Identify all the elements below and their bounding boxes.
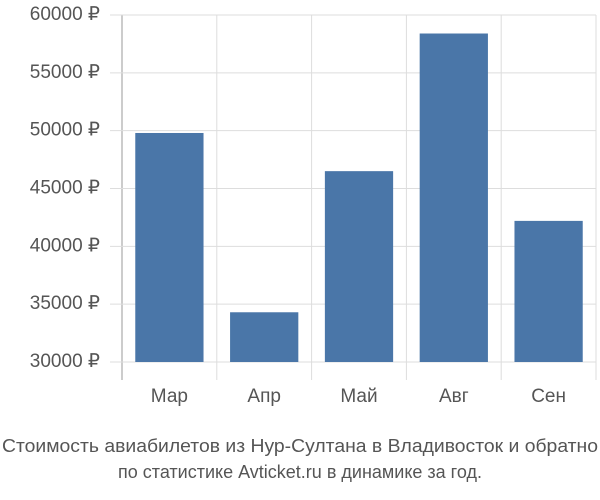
bar <box>324 171 394 362</box>
x-tick-label: Авг <box>439 386 469 407</box>
chart-title: Стоимость авиабилетов из Нур-Султана в В… <box>2 436 598 456</box>
y-tick-label: 60000 ₽ <box>30 4 100 25</box>
bar <box>135 132 204 362</box>
x-tick-label: Мар <box>151 386 188 407</box>
x-tick-label: Сен <box>531 386 566 407</box>
bar <box>230 312 299 362</box>
y-tick-label: 35000 ₽ <box>30 293 100 314</box>
x-tick-label: Май <box>340 386 377 407</box>
x-tick-label: Апр <box>247 386 281 407</box>
y-tick-label: 45000 ₽ <box>30 178 100 199</box>
bar <box>514 220 583 362</box>
y-tick-label: 50000 ₽ <box>30 120 100 141</box>
y-tick-label: 55000 ₽ <box>30 62 100 83</box>
bar <box>419 33 488 363</box>
y-tick-label: 30000 ₽ <box>30 351 100 372</box>
y-tick-label: 40000 ₽ <box>30 235 100 256</box>
chart-subtitle: по статистике Avticket.ru в динамике за … <box>118 462 482 482</box>
